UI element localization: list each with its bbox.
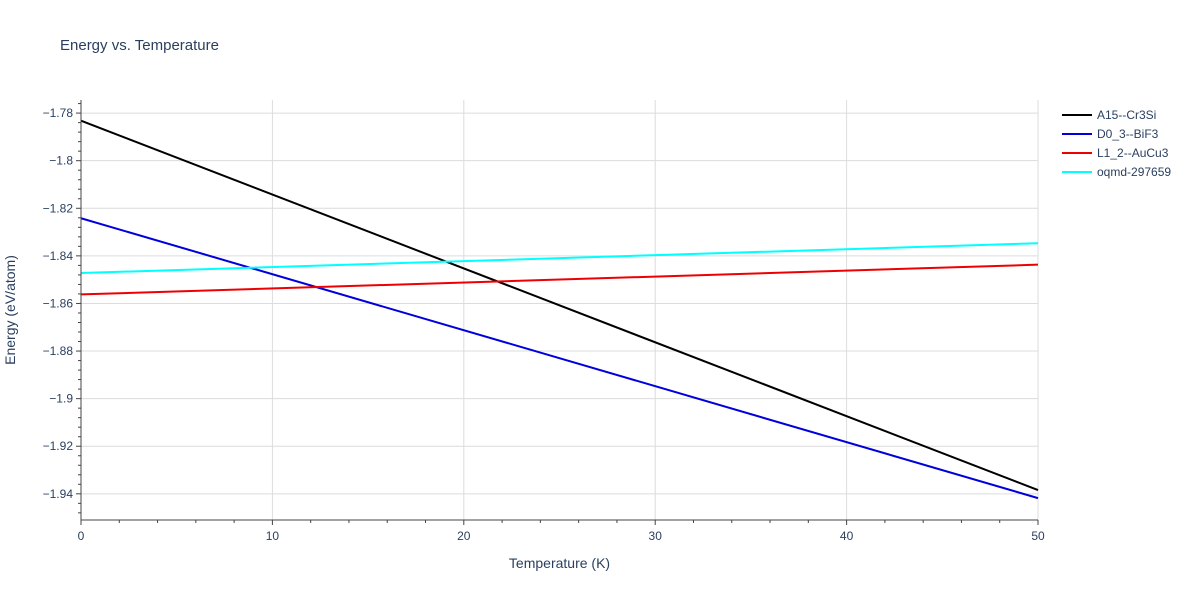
series-line-oqmd-297659	[80, 242, 1039, 274]
legend-label: A15--Cr3Si	[1097, 108, 1156, 122]
legend-item-l1-2-aucu3[interactable]: L1_2--AuCu3	[1062, 146, 1169, 160]
y-axis-title: Energy (eV/atom)	[2, 255, 18, 365]
x-tick-label: 20	[457, 529, 471, 543]
chart-title: Energy vs. Temperature	[60, 37, 219, 54]
y-tick-label: −1.82	[43, 201, 74, 215]
legend-item-d0-3-bif3[interactable]: D0_3--BiF3	[1062, 127, 1159, 141]
series-line-d0-3-bif3	[80, 217, 1039, 500]
series-line-a15-cr3si	[80, 119, 1039, 491]
axis-layer: 0 10 20 30 40 50 −1.78 −1.8 −1.82 −1.84 −1.86 −1.88…	[43, 100, 1045, 543]
grid-layer	[81, 100, 1039, 520]
legend[interactable]: A15--Cr3Si D0_3--BiF3 L1_2--AuCu3 oqmd-2976…	[1062, 108, 1171, 179]
y-tick-label: −1.94	[43, 487, 74, 501]
legend-label: oqmd-297659	[1097, 165, 1171, 179]
legend-item-oqmd-297659[interactable]: oqmd-297659	[1062, 165, 1171, 179]
x-tick-label: 30	[649, 529, 663, 543]
legend-label: D0_3--BiF3	[1097, 127, 1159, 141]
x-tick-label: 10	[266, 529, 280, 543]
x-tick-label: 50	[1031, 529, 1045, 543]
y-tick-label: −1.86	[43, 296, 74, 310]
y-tick-label: −1.8	[49, 154, 73, 168]
series-layer	[80, 119, 1039, 500]
y-tick-label: −1.92	[43, 439, 74, 453]
y-tick-label: −1.84	[43, 249, 74, 263]
x-axis-title: Temperature (K)	[509, 555, 610, 571]
y-tick-label: −1.9	[49, 392, 73, 406]
x-tick-label: 40	[840, 529, 854, 543]
series-line-l1-2-aucu3	[80, 263, 1039, 296]
x-tick-label: 0	[78, 529, 85, 543]
legend-item-a15-cr3si[interactable]: A15--Cr3Si	[1062, 108, 1156, 122]
legend-label: L1_2--AuCu3	[1097, 146, 1169, 160]
y-tick-label: −1.78	[43, 106, 74, 120]
y-tick-label: −1.88	[43, 344, 74, 358]
